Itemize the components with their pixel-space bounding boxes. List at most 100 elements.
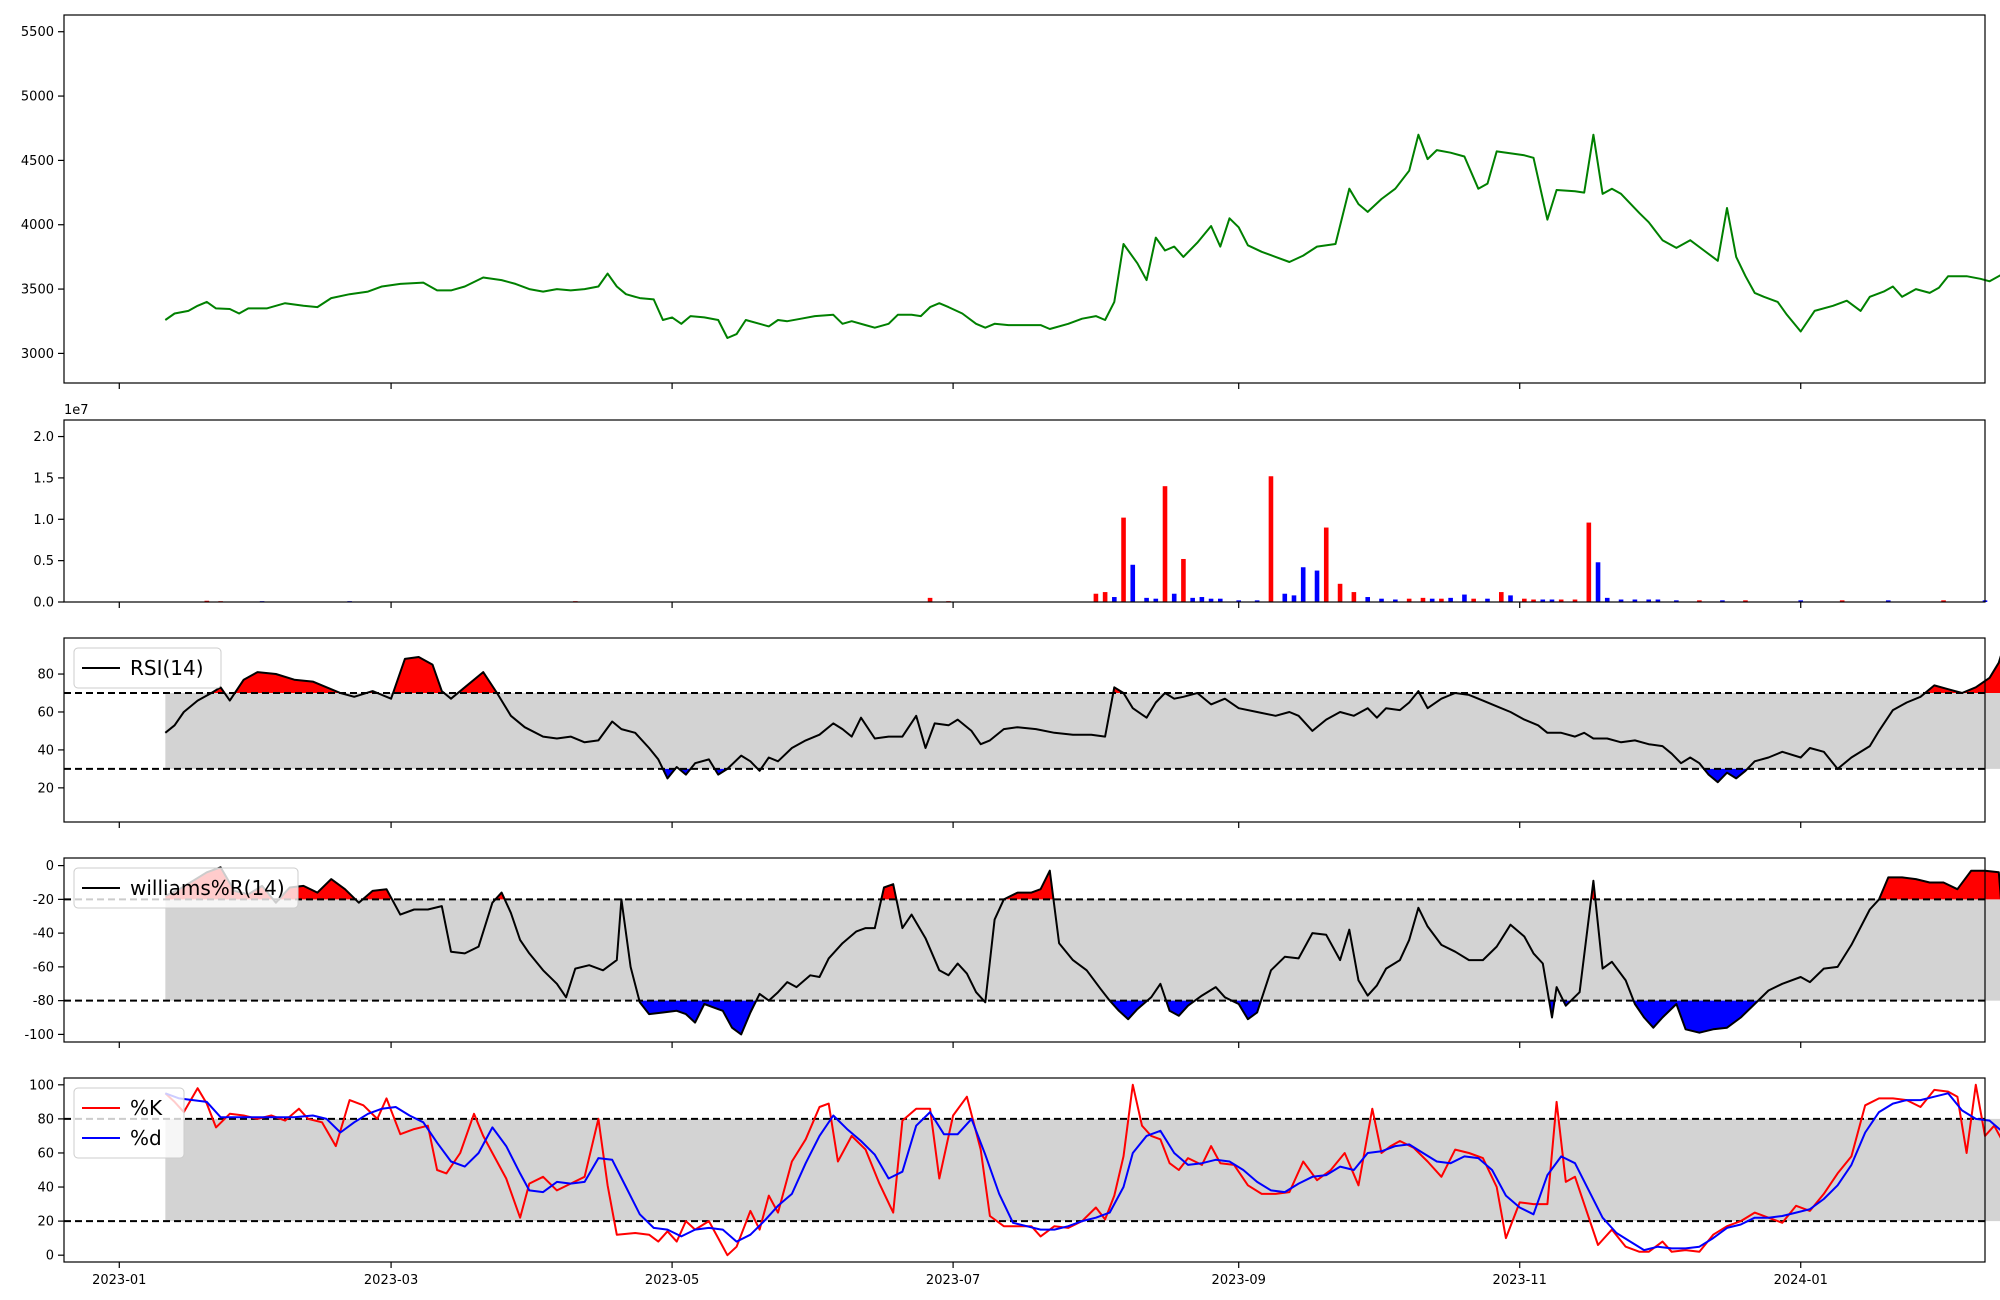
volume-bar [1485, 598, 1490, 602]
volume-bar [1162, 486, 1168, 602]
y-tick-label: 4000 [21, 218, 54, 233]
volume-bar [1144, 597, 1149, 602]
y-tick-label: 0.0 [33, 596, 54, 611]
legend-label: williams%R(14) [130, 876, 285, 900]
volume-bar [1130, 564, 1136, 602]
volume-bar [1674, 600, 1679, 602]
volume-bar [1190, 597, 1195, 602]
volume-bar [1236, 600, 1242, 602]
volume-bar [1181, 558, 1186, 602]
axes-frame [63, 14, 1986, 384]
y-tick-label: 0 [46, 1249, 54, 1264]
threshold-band [165, 693, 2000, 769]
x-tick-label: 2023-05 [645, 1273, 699, 1288]
oversold-fill [639, 1000, 1759, 1035]
volume-bar [1604, 597, 1610, 602]
volume-bar [1121, 517, 1126, 602]
y-tick-label: 2.0 [33, 430, 54, 445]
williams-r-panel: 0 -20 -40 -60 -80 -100 williams%R(14) [24, 857, 2000, 1048]
price-panel: 3000 3500 4000 4500 5000 5500 [21, 14, 2000, 389]
x-tick-label: 2023-03 [364, 1273, 418, 1288]
volume-bar [1572, 599, 1578, 602]
overbought-fill [165, 867, 2000, 900]
volume-bar [1153, 598, 1159, 602]
y-tick-label: -60 [33, 960, 54, 975]
volume-bar [1558, 599, 1564, 602]
y-tick-label: -100 [24, 1028, 54, 1043]
y-tick-label: 3000 [21, 347, 54, 362]
y-tick-label: 4500 [21, 154, 54, 169]
volume-bar [1798, 600, 1804, 602]
volume-bar [1586, 522, 1592, 602]
volume-bar [927, 597, 933, 602]
legend-label: %K [130, 1096, 163, 1120]
legend-box [73, 1087, 185, 1159]
series-line [164, 866, 2000, 1036]
legend-label: RSI(14) [130, 656, 204, 680]
y-tick-label: 5000 [21, 90, 54, 105]
volume-bar [1171, 593, 1177, 602]
volume-bar [1531, 599, 1536, 602]
volume-bar [1646, 599, 1652, 602]
legend-box [73, 647, 222, 689]
volume-bar [1093, 593, 1099, 602]
oversold-fill [662, 768, 1748, 783]
volume-bar [1254, 600, 1260, 602]
volume-bar [1420, 597, 1426, 602]
y-tick-label: 0.5 [33, 554, 54, 569]
series-line [164, 1092, 2000, 1252]
volume-bar [1337, 583, 1343, 602]
volume-bar [1540, 599, 1546, 602]
volume-bar [1365, 597, 1371, 602]
axis-offset-label: 1e7 [64, 403, 89, 418]
overbought-fill [211, 656, 2000, 694]
series-line [164, 133, 2000, 339]
series-line [164, 655, 2000, 784]
y-tick-label: 20 [37, 1215, 54, 1230]
legend-label: %d [130, 1126, 162, 1150]
stochastic-panel: 0 20 40 60 80 100 2023-01 2023-03 2023-05 2023-07… [29, 1077, 2000, 1288]
y-tick-label: 20 [37, 781, 54, 796]
y-tick-label: 0 [46, 859, 54, 874]
volume-bar [1351, 592, 1357, 602]
volume-bar [1291, 595, 1297, 602]
volume-bar [1618, 599, 1624, 602]
x-tick-label: 2023-07 [926, 1273, 980, 1288]
rsi-panel: 20 40 60 80 RSI(14) [37, 637, 2000, 828]
volume-bar [1549, 599, 1555, 602]
volume-bar [1743, 600, 1748, 602]
volume-panel: 0.0 0.5 1.0 1.5 2.0 1e7 [33, 403, 1988, 611]
volume-bar [1839, 600, 1845, 602]
threshold-band [165, 899, 2000, 1001]
y-tick-label: 60 [37, 705, 54, 720]
volume-bar [1439, 598, 1444, 602]
volume-bar [1217, 598, 1223, 602]
y-tick-label: -80 [33, 994, 54, 1009]
y-tick-label: 100 [29, 1078, 54, 1093]
volume-bar [1885, 600, 1891, 602]
volume-bar [1208, 598, 1214, 602]
volume-bar [1471, 598, 1476, 602]
axes-frame [63, 1077, 1986, 1263]
volume-bar [1282, 593, 1288, 602]
volume-bar [1448, 597, 1453, 602]
volume-bar [1199, 597, 1205, 602]
threshold-band [165, 1118, 2000, 1222]
axes-frame [63, 637, 1986, 823]
x-tick-label: 2023-01 [92, 1273, 146, 1288]
volume-bar [1393, 599, 1398, 602]
volume-bar [1595, 562, 1601, 602]
volume-bar [1429, 598, 1435, 602]
volume-bar [1508, 595, 1513, 602]
volume-bar [1379, 598, 1384, 602]
volume-bar [1941, 600, 1946, 602]
volume-bar [1102, 592, 1108, 602]
volume-bar [1406, 598, 1412, 602]
y-tick-label: 1.0 [33, 513, 54, 528]
y-tick-label: -40 [33, 927, 54, 942]
volume-bar [1300, 567, 1306, 602]
volume-bar [1268, 476, 1274, 602]
axes-frame [63, 857, 1986, 1043]
series-line [164, 1083, 2000, 1257]
